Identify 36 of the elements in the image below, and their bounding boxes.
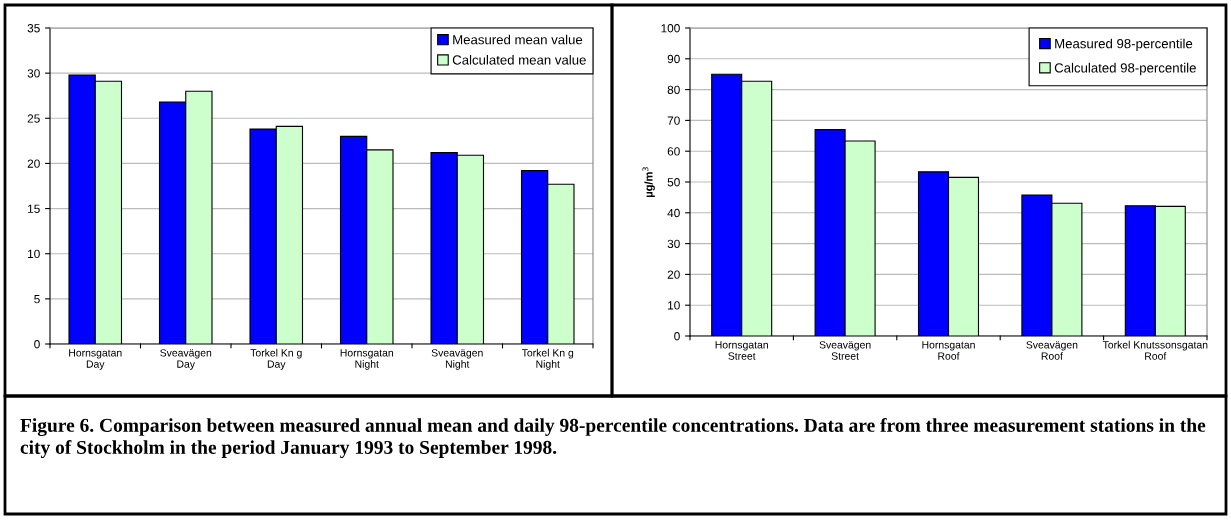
y-tick-label: 60 bbox=[667, 147, 680, 156]
x-tick-label: Sveavägen Street bbox=[819, 341, 871, 360]
y-tick-label: 35 bbox=[27, 24, 40, 33]
y-tick-label: 20 bbox=[27, 159, 40, 168]
legend-label: Calculated mean value bbox=[452, 54, 586, 65]
y-tick-label: 30 bbox=[667, 239, 680, 248]
y-tick-label: 0 bbox=[34, 340, 40, 349]
y-tick-label: 30 bbox=[27, 69, 40, 78]
y-tick-label: 50 bbox=[667, 178, 680, 187]
y-tick-label: 100 bbox=[661, 24, 680, 33]
y-tick-label: 25 bbox=[27, 114, 40, 123]
x-tick-label: Hornsgatan Day bbox=[69, 349, 122, 370]
y-axis-title: µg/m$^{3}$ bbox=[642, 167, 655, 198]
y-tick-label: 70 bbox=[667, 116, 680, 125]
y-tick-label: 10 bbox=[28, 249, 40, 259]
x-tick-label: Sveavägen Roof bbox=[1026, 341, 1078, 360]
x-tick-label: Torkel Knutssonsgatan Roof bbox=[1102, 340, 1208, 360]
legend-label: Measured mean value bbox=[453, 34, 583, 45]
caption: Figure 6. Comparison between measured annual mean and daily 98-percentile concentrations. Data are from three measurement stations in the city of Stockholm in the period January 1993 to September 1998. bbox=[20, 418, 1206, 458]
y-tick-label: 80 bbox=[667, 85, 680, 94]
x-tick-label: Hornsgatan Roof bbox=[922, 341, 975, 360]
x-tick-label: Hornsgatan Street bbox=[715, 341, 768, 360]
x-tick-label: Torkel Kn g Day bbox=[250, 348, 302, 370]
x-tick-label: Sveavägen Night bbox=[431, 349, 483, 370]
y-tick-label: 20 bbox=[667, 270, 680, 279]
y-tick-label: 40 bbox=[667, 208, 680, 218]
legend-label: Calculated 98-percentile bbox=[1054, 62, 1196, 76]
y-tick-label: 90 bbox=[667, 54, 680, 64]
x-tick-label: Hornsgatan Night bbox=[340, 349, 393, 370]
y-tick-label: 10 bbox=[668, 301, 680, 310]
y-tick-label: 5 bbox=[34, 295, 40, 304]
legend-label: Measured 98-percentile bbox=[1055, 38, 1193, 51]
x-tick-label: Sveavägen Day bbox=[160, 349, 212, 370]
y-tick-label: 0 bbox=[674, 332, 680, 341]
y-tick-label: 15 bbox=[28, 204, 40, 213]
x-tick-label: Torkel Kn g Night bbox=[521, 348, 574, 370]
